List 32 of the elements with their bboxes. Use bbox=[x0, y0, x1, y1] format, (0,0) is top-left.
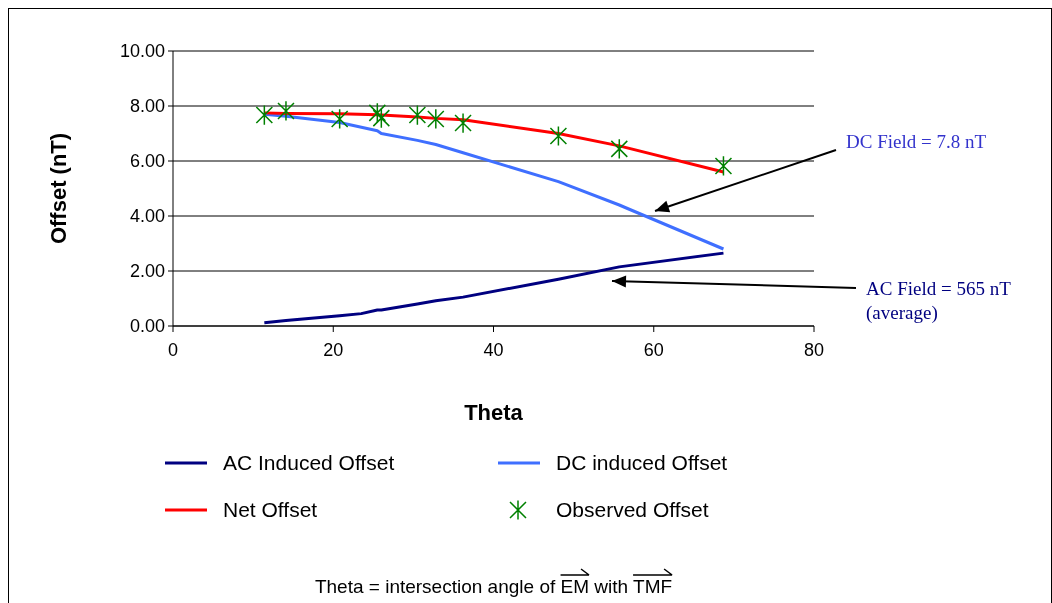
legend-label: DC induced Offset bbox=[556, 451, 728, 475]
y-tick-label: 10.00 bbox=[119, 41, 165, 62]
point bbox=[255, 104, 274, 126]
text: DC Field = 7.8 nT bbox=[846, 131, 987, 152]
point bbox=[549, 125, 568, 147]
point bbox=[408, 104, 427, 126]
y-tick-label: 4.00 bbox=[129, 206, 165, 227]
legend-label: Net Offset bbox=[223, 498, 318, 522]
x-tick-label: 80 bbox=[803, 340, 825, 360]
text: Theta = intersection angle of EM with TMF bbox=[314, 576, 673, 597]
y-tick-label: 2.00 bbox=[129, 261, 165, 282]
point bbox=[330, 108, 349, 130]
y-axis-title: Offset (nT) bbox=[46, 132, 71, 245]
y-tick-label: 0.00 bbox=[129, 316, 165, 337]
point bbox=[427, 108, 445, 130]
y-tick-label: 6.00 bbox=[129, 151, 165, 172]
x-axis-title: Theta bbox=[464, 400, 524, 425]
point bbox=[368, 102, 387, 124]
y-tick-label: 8.00 bbox=[129, 96, 165, 117]
point bbox=[372, 107, 391, 129]
point bbox=[454, 112, 472, 134]
line-series bbox=[262, 251, 725, 325]
point bbox=[714, 155, 733, 177]
x-tick-label: 40 bbox=[483, 340, 504, 360]
x-tick-label: 20 bbox=[323, 340, 344, 360]
legend-label: Observed Offset bbox=[556, 498, 709, 522]
text: AC Field = 565 nT (average) bbox=[866, 278, 1012, 324]
x-tick-label: 60 bbox=[643, 340, 664, 360]
legend-label: AC Induced Offset bbox=[223, 451, 395, 475]
point bbox=[277, 100, 295, 122]
x-tick-label: 0 bbox=[167, 340, 179, 360]
point bbox=[610, 138, 629, 160]
